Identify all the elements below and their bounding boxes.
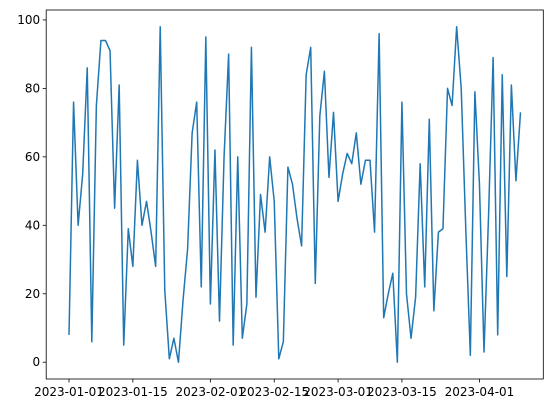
- x-tick-label: 2023-03-01: [303, 385, 373, 399]
- axes-frame: [45, 9, 544, 380]
- x-tick-label: 2023-02-01: [176, 385, 246, 399]
- y-tick-label: 60: [25, 150, 40, 164]
- y-tick-label: 0: [33, 355, 41, 369]
- y-tick-label: 20: [25, 287, 40, 301]
- x-tick-label: 2023-04-01: [445, 385, 515, 399]
- x-tick-label: 2023-01-15: [98, 385, 168, 399]
- x-tick-label: 2023-02-15: [239, 385, 309, 399]
- y-tick-label: 100: [17, 13, 40, 27]
- x-tick-label: 2023-01-01: [34, 385, 104, 399]
- x-tick-label: 2023-03-15: [367, 385, 437, 399]
- y-tick-label: 40: [25, 218, 40, 232]
- y-tick-label: 80: [25, 81, 40, 95]
- line: [68, 26, 522, 363]
